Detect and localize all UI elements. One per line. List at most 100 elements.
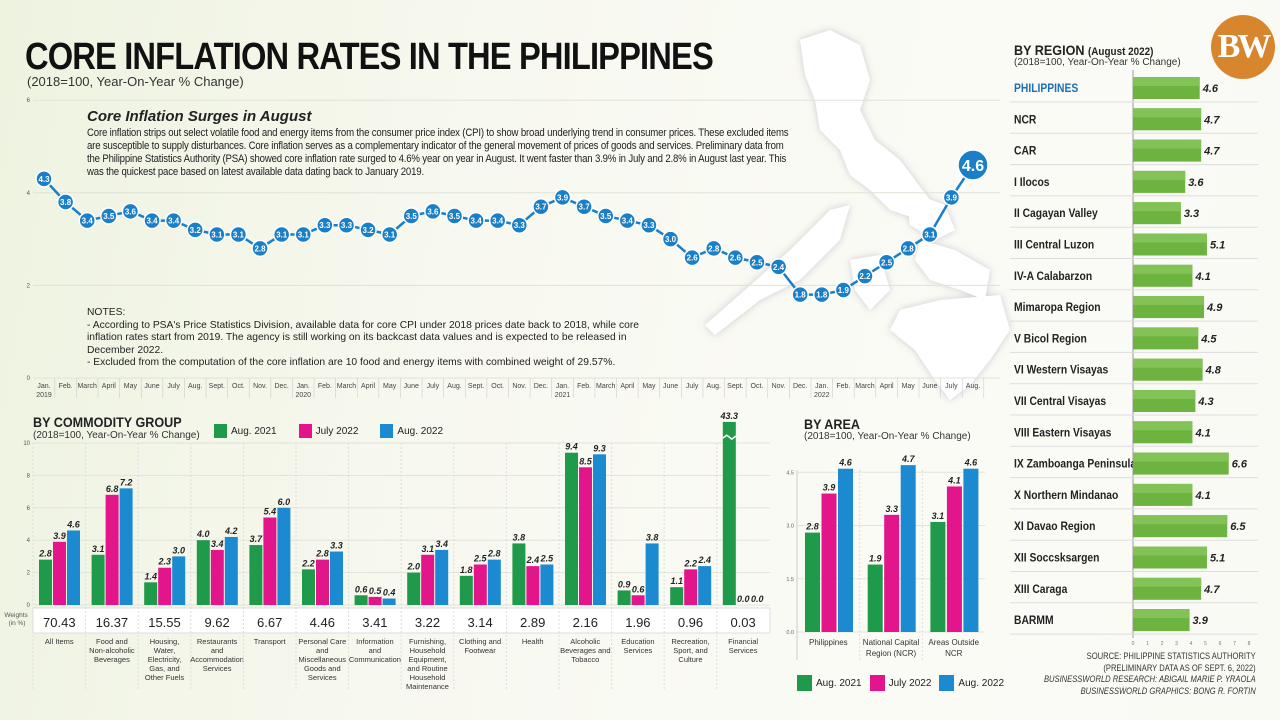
weight-value: 4.46 [310, 615, 335, 630]
data-label: 3.4 [471, 217, 483, 226]
data-point [899, 239, 917, 258]
data-point [164, 211, 183, 230]
commodity-bar [172, 556, 186, 605]
category-label: Accommodation [190, 655, 244, 664]
x-tick-label: Feb. [318, 383, 332, 390]
area-bar [963, 468, 979, 632]
bar-value-label: 4.6 [66, 519, 81, 529]
legend-swatch-blue [939, 675, 955, 691]
bar-value-label: 0.9 [618, 579, 631, 589]
category-label: Education [621, 637, 654, 646]
data-point [877, 253, 896, 271]
commodity-bar [91, 554, 105, 605]
commodity-bar [210, 549, 224, 605]
x-tick-label: 2 [1161, 641, 1164, 647]
y-tick-label: 6 [27, 506, 31, 512]
data-point [553, 188, 572, 207]
data-point [813, 285, 831, 304]
category-label: Beverages and [560, 646, 610, 655]
data-label: 1.8 [816, 291, 828, 300]
y-tick-label: 0 [27, 603, 31, 609]
bar-value-label: 4.6 [838, 458, 853, 468]
category-label: Recreation, [671, 637, 709, 646]
area-bar [821, 493, 837, 632]
commodity-bar [722, 421, 736, 605]
y-tick-label: 2 [27, 571, 31, 577]
notes-item: - According to PSA's Price Statistics Di… [87, 319, 639, 356]
commodity-bar [105, 494, 119, 605]
weights-label: Weights (in %) [4, 612, 29, 627]
bar-value-label: 5.1 [1210, 240, 1225, 252]
region-label: VII Central Visayas [1014, 395, 1106, 408]
category-label: Other Fuels [145, 673, 184, 682]
region-bar-highlight [1133, 515, 1228, 525]
weight-value: 15.55 [148, 615, 181, 630]
category-label: Information [356, 637, 394, 646]
x-tick-label: July [427, 383, 440, 390]
bar-value-label: 9.3 [593, 443, 606, 453]
x-tick-label: March [77, 383, 97, 390]
commodity-bar [631, 595, 645, 605]
x-tick-label: 1 [1146, 641, 1149, 647]
data-point [208, 225, 226, 244]
data-label: 3.5 [103, 212, 115, 221]
region-label: BARMM [1014, 614, 1054, 627]
bar-value-label: 6.8 [106, 484, 119, 494]
area-bar [946, 486, 962, 632]
commodity-bar [459, 575, 473, 605]
page-title: CORE INFLATION RATES IN THE PHILIPPINES [25, 36, 714, 78]
x-tick-label: 6 [1219, 641, 1222, 647]
commodity-bar [670, 587, 684, 605]
data-label: 3.1 [384, 230, 396, 239]
bar-value-label: 4.6 [1202, 83, 1219, 95]
bar-value-label: 0.0 [737, 594, 750, 604]
weight-value: 3.41 [362, 615, 387, 630]
category-label: Services [624, 646, 653, 655]
bar-value-label: 43.3 [720, 411, 739, 421]
data-point [100, 207, 118, 225]
x-tick-label: Aug. [447, 383, 461, 390]
data-label: 3.3 [319, 221, 331, 230]
data-point [445, 207, 464, 225]
legend-item: Aug. 2021 [214, 424, 277, 438]
category-label: National Capital [863, 638, 920, 647]
x-tick-label: April [361, 383, 375, 390]
data-point [35, 170, 53, 188]
region-label: XI Davao Region [1014, 521, 1096, 534]
bar-value-label: 4.7 [1203, 146, 1220, 158]
commodity-bar [67, 530, 80, 605]
story-body: Core inflation strips out select volatil… [87, 127, 789, 178]
bar-value-label: 3.9 [823, 483, 836, 493]
data-point [488, 211, 507, 230]
bar-value-label: 6.6 [1232, 459, 1248, 471]
data-label: 2.2 [859, 272, 871, 281]
category-label: Restaurants [197, 637, 238, 646]
bar-value-label: 3.8 [513, 532, 526, 542]
y-tick-label: 4 [27, 538, 31, 544]
region-subtitle: (2018=100, Year-On-Year % Change) [1014, 57, 1181, 68]
category-label: Personal Care [298, 637, 346, 646]
bar-value-label: 4.1 [1194, 427, 1210, 439]
commodity-subtitle: (2018=100, Year-On-Year % Change) [33, 430, 200, 441]
weight-value: 2.16 [573, 615, 598, 630]
data-point [532, 197, 550, 216]
commodity-bar [617, 590, 631, 605]
data-label: 3.5 [449, 212, 461, 221]
bar-value-label: 3.6 [1188, 177, 1204, 189]
bar-value-label: 3.0 [172, 545, 185, 555]
data-label: 2.4 [773, 263, 785, 272]
businessworld-logo: BW [1211, 15, 1275, 79]
region-bar-highlight [1133, 77, 1200, 86]
category-label: Water, [154, 646, 175, 655]
bar-value-label: 4.7 [1203, 114, 1220, 126]
data-label: 4.3 [38, 175, 50, 184]
bar-value-label: 4.2 [224, 526, 238, 536]
bar-value-label: 3.8 [646, 532, 659, 542]
category-label: Philippines [809, 638, 848, 647]
legend-item: July 2022 [869, 675, 931, 691]
y-tick-label: 3.0 [786, 524, 794, 530]
region-label: PHILIPPINES [1014, 82, 1079, 95]
category-label: All Items [45, 637, 74, 646]
commodity-bar [645, 543, 659, 605]
bar-value-label: 4.5 [1200, 333, 1217, 345]
